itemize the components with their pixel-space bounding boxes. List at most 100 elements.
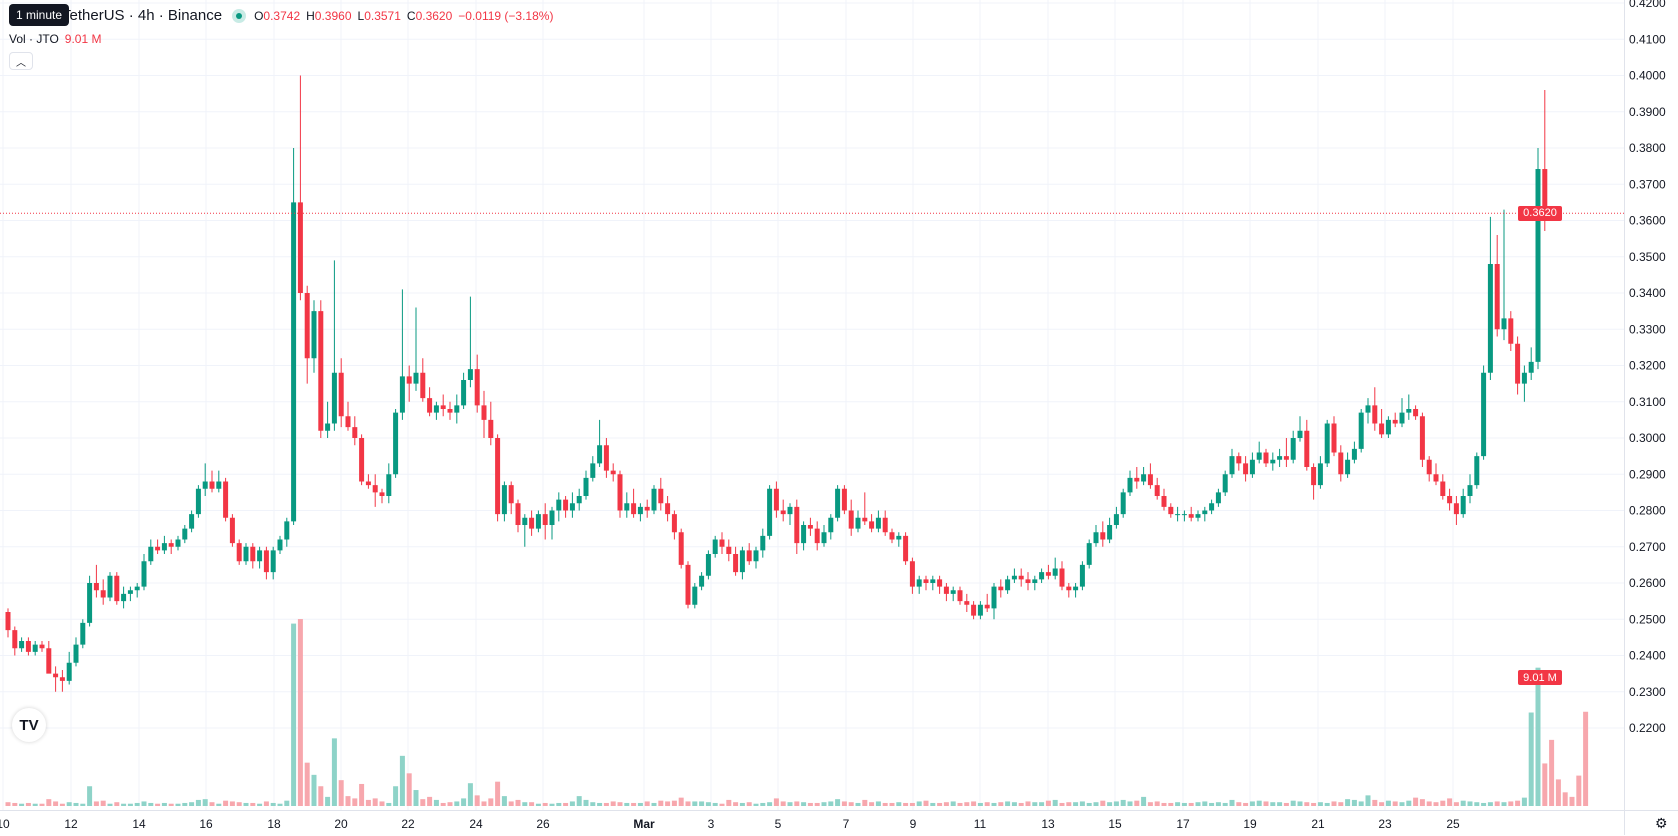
- candle-body: [291, 202, 297, 522]
- volume-bar: [1168, 802, 1174, 806]
- volume-bar: [678, 797, 684, 806]
- candle-body: [1059, 568, 1065, 587]
- volume-legend-label[interactable]: Vol · JTO: [9, 32, 59, 46]
- candle-body: [352, 427, 358, 438]
- volume-bar: [671, 800, 677, 806]
- candle-body: [624, 503, 630, 511]
- candle-body: [372, 485, 378, 493]
- collapse-legend-button[interactable]: ︿: [9, 52, 33, 70]
- volume-bar: [1460, 800, 1466, 806]
- candle-body: [1209, 503, 1215, 511]
- volume-bar: [1385, 800, 1391, 806]
- candlestick-chart[interactable]: [0, 0, 1624, 810]
- time-tick-label: 11: [974, 817, 987, 831]
- settings-gear-icon[interactable]: ⚙: [1655, 815, 1668, 831]
- tradingview-logo-icon[interactable]: TV: [12, 708, 46, 742]
- volume-bar: [1236, 802, 1242, 806]
- volume-bar: [454, 801, 460, 806]
- chart-pane[interactable]: [0, 0, 1624, 810]
- candle-body: [284, 521, 290, 540]
- candle-body: [161, 543, 167, 551]
- time-tick-label: 21: [1311, 817, 1325, 831]
- candle-body: [1222, 474, 1228, 493]
- volume-bar: [277, 803, 283, 806]
- volume-bar: [447, 802, 453, 806]
- price-tick-label: 0.4000: [1629, 69, 1666, 83]
- candle-body: [1535, 169, 1541, 362]
- volume-bar: [1521, 797, 1527, 806]
- time-scale[interactable]: 10 12 14 16 18 20 22 24 26 Mar 3 5 7 9 11 13 15 17 19 21 23 2…: [0, 810, 1624, 835]
- candle-body: [311, 311, 317, 359]
- price-tick-label: 0.2900: [1629, 467, 1666, 481]
- time-tick-label: 17: [1176, 817, 1190, 831]
- volume-bar: [229, 801, 235, 806]
- candle-body: [270, 550, 276, 573]
- candle-body: [1317, 463, 1323, 486]
- volume-bar: [1399, 802, 1405, 806]
- volume-bar: [923, 800, 929, 806]
- symbol-title[interactable]: TetherUS · 4h · Binance: [62, 7, 223, 24]
- volume-bar: [270, 802, 276, 806]
- volume-bar: [1134, 800, 1140, 806]
- candle-body: [66, 662, 72, 681]
- candle-body: [365, 481, 371, 486]
- volume-bar: [583, 799, 589, 806]
- volume-bar: [25, 802, 31, 806]
- candle-body: [1045, 572, 1051, 576]
- candle-body: [107, 575, 113, 598]
- volume-bar: [753, 803, 759, 806]
- price-tick-label: 0.2600: [1629, 576, 1666, 590]
- volume-bar: [658, 800, 664, 806]
- volume-bar: [556, 802, 562, 806]
- candle-body: [331, 372, 337, 424]
- candle-body: [1419, 416, 1425, 460]
- candle-body: [182, 528, 188, 540]
- volume-bar: [1311, 802, 1317, 806]
- volume-bar: [610, 801, 616, 806]
- candle-body: [617, 474, 623, 511]
- time-tick-label: 3: [708, 817, 715, 831]
- candle-body: [1168, 506, 1174, 515]
- price-scale[interactable]: 0.4200 0.4100 0.4000 0.3900 0.3800 0.3700 0.36…: [1624, 0, 1678, 810]
- candle-body: [1406, 409, 1412, 413]
- candle-body: [753, 550, 759, 562]
- volume-bar: [1576, 775, 1582, 806]
- candle-body: [80, 622, 86, 645]
- legend-low: L0.3571: [357, 8, 401, 23]
- candle-body: [175, 539, 181, 547]
- candle-body: [325, 423, 331, 431]
- candle-body: [1481, 372, 1487, 457]
- volume-bar: [365, 799, 371, 806]
- volume-bar: [216, 803, 222, 806]
- candle-body: [100, 590, 106, 598]
- candle-body: [1154, 485, 1160, 496]
- volume-bar: [1549, 739, 1555, 806]
- volume-bar: [1277, 802, 1283, 806]
- candle-body: [148, 546, 154, 562]
- candle-body: [678, 532, 684, 565]
- volume-bar: [1202, 801, 1208, 806]
- candle-body: [1181, 514, 1187, 516]
- volume-bar: [1413, 797, 1419, 806]
- volume-bar: [651, 802, 657, 806]
- candle-body: [719, 539, 725, 547]
- volume-legend: Vol · JTO 9.01 M: [9, 32, 101, 46]
- volume-bar: [1283, 802, 1289, 806]
- candle-body: [1521, 372, 1527, 384]
- candle-body: [807, 525, 813, 529]
- volume-bar: [733, 802, 739, 806]
- candle-body: [556, 499, 562, 511]
- candle-body: [1141, 474, 1147, 482]
- volume-bar: [413, 790, 419, 806]
- volume-bar: [1141, 796, 1147, 806]
- candle-body: [794, 506, 800, 544]
- candle-body: [1338, 452, 1344, 475]
- volume-bar: [705, 802, 711, 806]
- volume-bar: [19, 803, 25, 806]
- volume-bar: [66, 802, 72, 806]
- candle-body: [1283, 456, 1289, 460]
- candle-body: [488, 419, 494, 438]
- candle-body: [828, 517, 834, 533]
- volume-bar: [1222, 802, 1228, 806]
- market-status-icon[interactable]: [232, 8, 247, 23]
